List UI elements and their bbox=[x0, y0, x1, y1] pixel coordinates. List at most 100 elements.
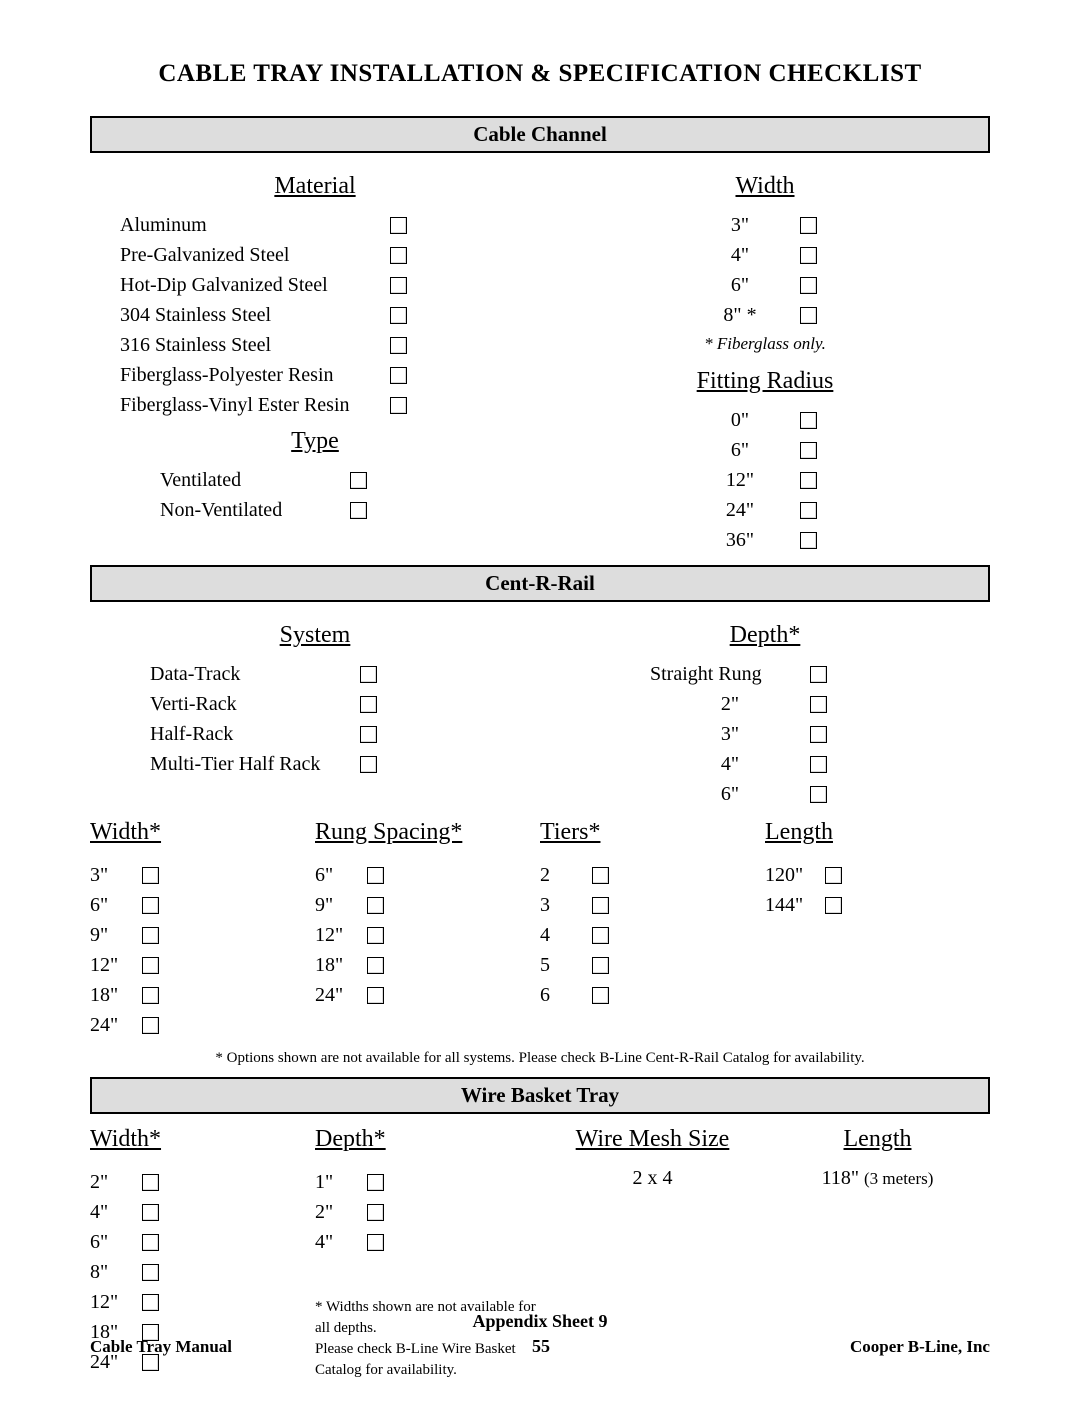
checkbox-icon[interactable] bbox=[390, 277, 407, 294]
depth-item: 4" bbox=[650, 749, 990, 779]
note-cent-r-rail: * Options shown are not available for al… bbox=[90, 1050, 990, 1067]
checkbox-icon[interactable] bbox=[592, 897, 609, 914]
checkbox-icon[interactable] bbox=[825, 867, 842, 884]
page-number: 55 bbox=[532, 1336, 550, 1357]
list-item: 2" bbox=[315, 1197, 540, 1227]
checkbox-icon[interactable] bbox=[390, 307, 407, 324]
material-item: Hot-Dip Galvanized Steel bbox=[120, 270, 540, 300]
checkbox-icon[interactable] bbox=[810, 756, 827, 773]
checkbox-icon[interactable] bbox=[142, 897, 159, 914]
checkbox-icon[interactable] bbox=[367, 867, 384, 884]
checkbox-icon[interactable] bbox=[800, 442, 817, 459]
list-item: 4 bbox=[540, 920, 765, 950]
section-header-wire-basket: Wire Basket Tray bbox=[90, 1077, 990, 1114]
material-item: 316 Stainless Steel bbox=[120, 330, 540, 360]
heading-depth: Depth* bbox=[540, 622, 990, 649]
heading-wb-width: Width* bbox=[90, 1126, 315, 1153]
list-item: 24" bbox=[90, 1010, 315, 1040]
list-item: 3" bbox=[90, 860, 315, 890]
checkbox-icon[interactable] bbox=[142, 1294, 159, 1311]
checkbox-icon[interactable] bbox=[142, 1204, 159, 1221]
checkbox-icon[interactable] bbox=[800, 217, 817, 234]
checkbox-icon[interactable] bbox=[800, 472, 817, 489]
system-item: Verti-Rack bbox=[150, 689, 540, 719]
heading-type: Type bbox=[90, 428, 540, 455]
checkbox-icon[interactable] bbox=[367, 1174, 384, 1191]
checkbox-icon[interactable] bbox=[367, 897, 384, 914]
checkbox-icon[interactable] bbox=[390, 247, 407, 264]
page-title: CABLE TRAY INSTALLATION & SPECIFICATION … bbox=[90, 60, 990, 88]
depth-item: 6" bbox=[650, 779, 990, 809]
checkbox-icon[interactable] bbox=[142, 1264, 159, 1281]
checkbox-icon[interactable] bbox=[360, 696, 377, 713]
list-item: 6 bbox=[540, 980, 765, 1010]
heading-width2: Width* bbox=[90, 819, 315, 846]
checkbox-icon[interactable] bbox=[390, 397, 407, 414]
checkbox-icon[interactable] bbox=[390, 337, 407, 354]
material-item: Fiberglass-Vinyl Ester Resin bbox=[120, 390, 540, 420]
radius-item: 24" bbox=[680, 495, 990, 525]
checkbox-icon[interactable] bbox=[592, 957, 609, 974]
checkbox-icon[interactable] bbox=[810, 786, 827, 803]
checkbox-icon[interactable] bbox=[810, 696, 827, 713]
material-item: 304 Stainless Steel bbox=[120, 300, 540, 330]
heading-wb-depth: Depth* bbox=[315, 1126, 540, 1153]
checkbox-icon[interactable] bbox=[142, 1174, 159, 1191]
list-item: 9" bbox=[90, 920, 315, 950]
material-item: Fiberglass-Polyester Resin bbox=[120, 360, 540, 390]
checkbox-icon[interactable] bbox=[367, 957, 384, 974]
checkbox-icon[interactable] bbox=[142, 1234, 159, 1251]
checkbox-icon[interactable] bbox=[810, 666, 827, 683]
heading-fitting-radius: Fitting Radius bbox=[540, 368, 990, 395]
list-item: 18" bbox=[90, 980, 315, 1010]
checkbox-icon[interactable] bbox=[350, 502, 367, 519]
checkbox-icon[interactable] bbox=[142, 1017, 159, 1034]
checkbox-icon[interactable] bbox=[800, 412, 817, 429]
checkbox-icon[interactable] bbox=[142, 957, 159, 974]
radius-item: 12" bbox=[680, 465, 990, 495]
checkbox-icon[interactable] bbox=[800, 247, 817, 264]
wb-length-value: 118" (3 meters) bbox=[765, 1167, 990, 1190]
checkbox-icon[interactable] bbox=[142, 927, 159, 944]
list-item: 6" bbox=[90, 1227, 315, 1257]
checkbox-icon[interactable] bbox=[367, 927, 384, 944]
footer-right: Cooper B-Line, Inc bbox=[850, 1337, 990, 1357]
depth-item: Straight Rung bbox=[650, 659, 990, 689]
type-item: Non-Ventilated bbox=[160, 495, 540, 525]
page-footer: Appendix Sheet 9 Cable Tray Manual 55 Co… bbox=[90, 1311, 990, 1357]
checkbox-icon[interactable] bbox=[800, 277, 817, 294]
type-item: Ventilated bbox=[160, 465, 540, 495]
checkbox-icon[interactable] bbox=[367, 1234, 384, 1251]
checkbox-icon[interactable] bbox=[367, 1204, 384, 1221]
radius-item: 0" bbox=[680, 405, 990, 435]
heading-width: Width bbox=[540, 173, 990, 200]
checkbox-icon[interactable] bbox=[360, 756, 377, 773]
checkbox-icon[interactable] bbox=[810, 726, 827, 743]
material-item: Aluminum bbox=[120, 210, 540, 240]
checkbox-icon[interactable] bbox=[350, 472, 367, 489]
checkbox-icon[interactable] bbox=[592, 987, 609, 1004]
checkbox-icon[interactable] bbox=[390, 217, 407, 234]
list-item: 3 bbox=[540, 890, 765, 920]
heading-tiers: Tiers* bbox=[540, 819, 765, 846]
depth-item: 2" bbox=[650, 689, 990, 719]
list-item: 144" bbox=[765, 890, 990, 920]
list-item: 18" bbox=[315, 950, 540, 980]
checkbox-icon[interactable] bbox=[825, 897, 842, 914]
checkbox-icon[interactable] bbox=[142, 987, 159, 1004]
checkbox-icon[interactable] bbox=[367, 987, 384, 1004]
checkbox-icon[interactable] bbox=[390, 367, 407, 384]
material-item: Pre-Galvanized Steel bbox=[120, 240, 540, 270]
checkbox-icon[interactable] bbox=[800, 532, 817, 549]
checkbox-icon[interactable] bbox=[142, 867, 159, 884]
section-header-cent-r-rail: Cent-R-Rail bbox=[90, 565, 990, 602]
checkbox-icon[interactable] bbox=[592, 927, 609, 944]
checkbox-icon[interactable] bbox=[360, 726, 377, 743]
list-item: 4" bbox=[315, 1227, 540, 1257]
checkbox-icon[interactable] bbox=[360, 666, 377, 683]
list-item: 12" bbox=[315, 920, 540, 950]
checkbox-icon[interactable] bbox=[592, 867, 609, 884]
checkbox-icon[interactable] bbox=[800, 307, 817, 324]
heading-wire-mesh: Wire Mesh Size bbox=[540, 1126, 765, 1153]
checkbox-icon[interactable] bbox=[800, 502, 817, 519]
